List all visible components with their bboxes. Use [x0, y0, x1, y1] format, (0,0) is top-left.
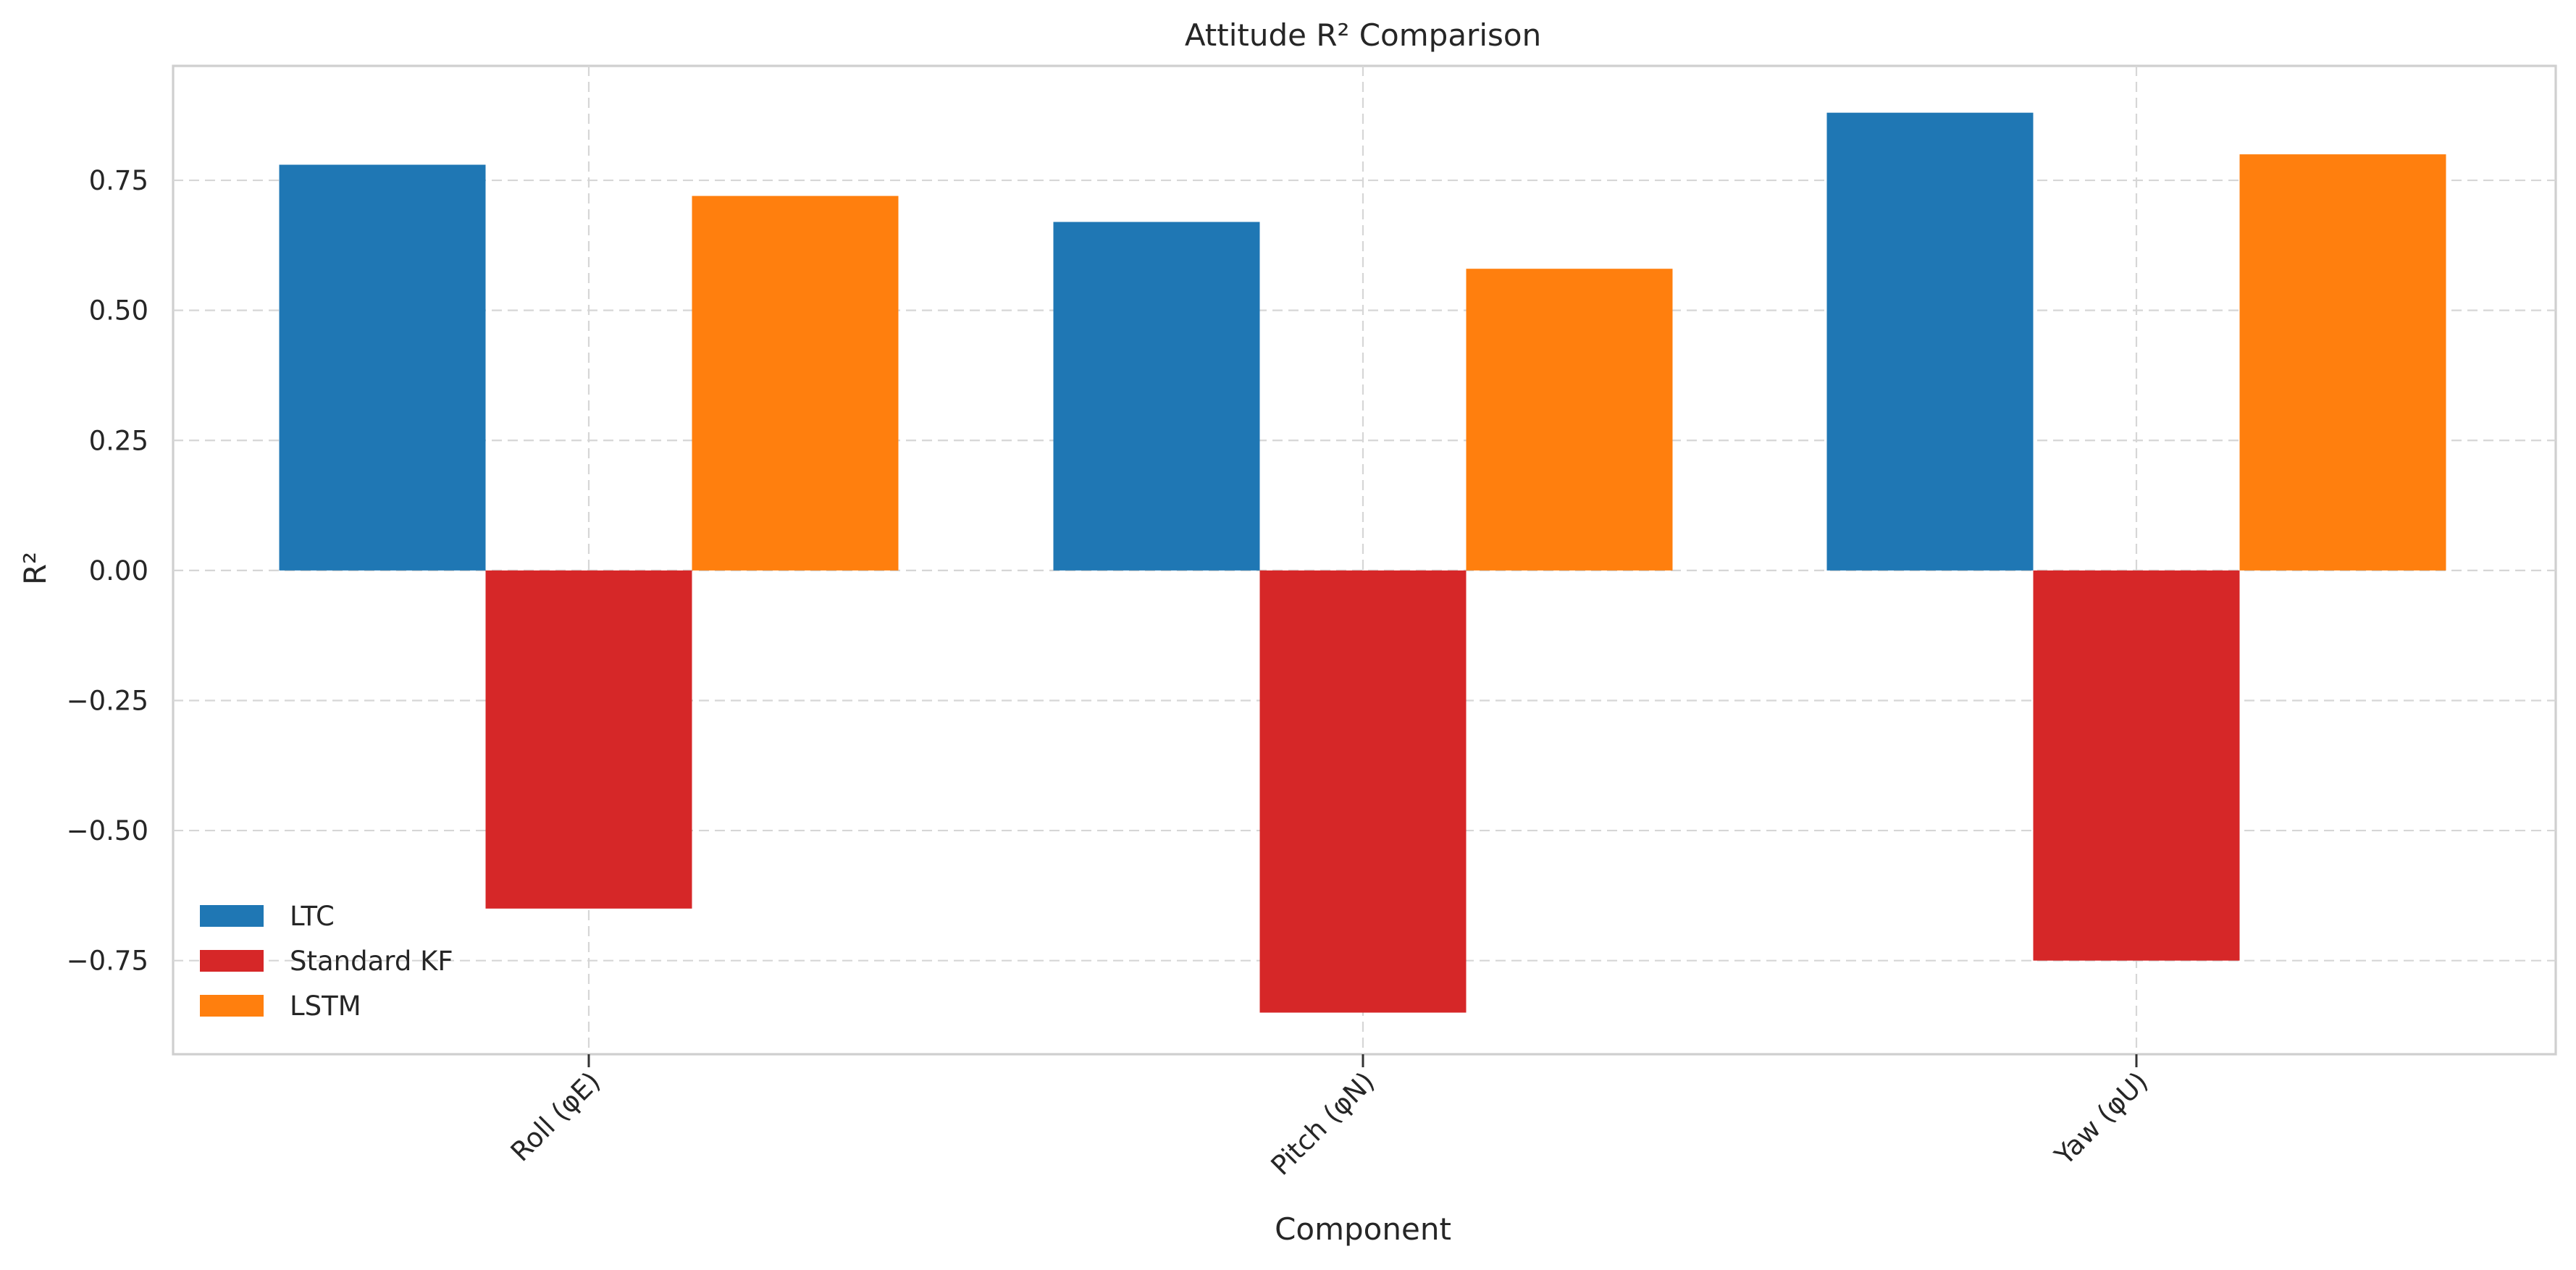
bar-ltc-2	[1826, 112, 2034, 571]
bar-standard-kf-0	[485, 570, 692, 909]
bar-layer	[279, 112, 2446, 1013]
x-axis-title: Component	[1275, 1211, 1451, 1247]
y-tick-label-0: 0.75	[89, 165, 148, 196]
bar-standard-kf-2	[2033, 570, 2240, 961]
bar-ltc-0	[279, 164, 486, 571]
x-tick-label-2: Yaw (φU)	[2048, 1066, 2154, 1172]
legend-label-ltc: LTC	[290, 901, 335, 932]
x-tick-label-0: Roll (φE)	[505, 1066, 606, 1167]
legend: LTC Standard KF LSTM	[200, 901, 453, 1022]
legend-swatch-ltc	[200, 905, 264, 927]
y-axis-title: R²	[17, 552, 53, 585]
bar-lstm-2	[2239, 154, 2446, 571]
bar-standard-kf-1	[1259, 570, 1467, 1013]
y-tick-label-1: 0.50	[89, 295, 148, 327]
chart-title: Attitude R² Comparison	[1185, 17, 1541, 53]
legend-label-lstm: LSTM	[290, 991, 361, 1022]
y-tick-label-5: −0.50	[67, 815, 148, 846]
legend-swatch-standard-kf	[200, 950, 264, 972]
y-tick-label-3: 0.00	[89, 555, 148, 586]
bar-ltc-1	[1053, 222, 1260, 571]
bar-lstm-1	[1466, 269, 1673, 571]
legend-label-standard-kf: Standard KF	[290, 946, 453, 977]
x-tick-label-1: Pitch (φN)	[1265, 1066, 1381, 1182]
y-tick-label-4: −0.25	[67, 685, 148, 716]
legend-swatch-lstm	[200, 995, 264, 1017]
y-tick-label-2: 0.25	[89, 425, 148, 456]
bar-lstm-0	[692, 195, 899, 571]
y-tick-label-6: −0.75	[67, 946, 148, 977]
